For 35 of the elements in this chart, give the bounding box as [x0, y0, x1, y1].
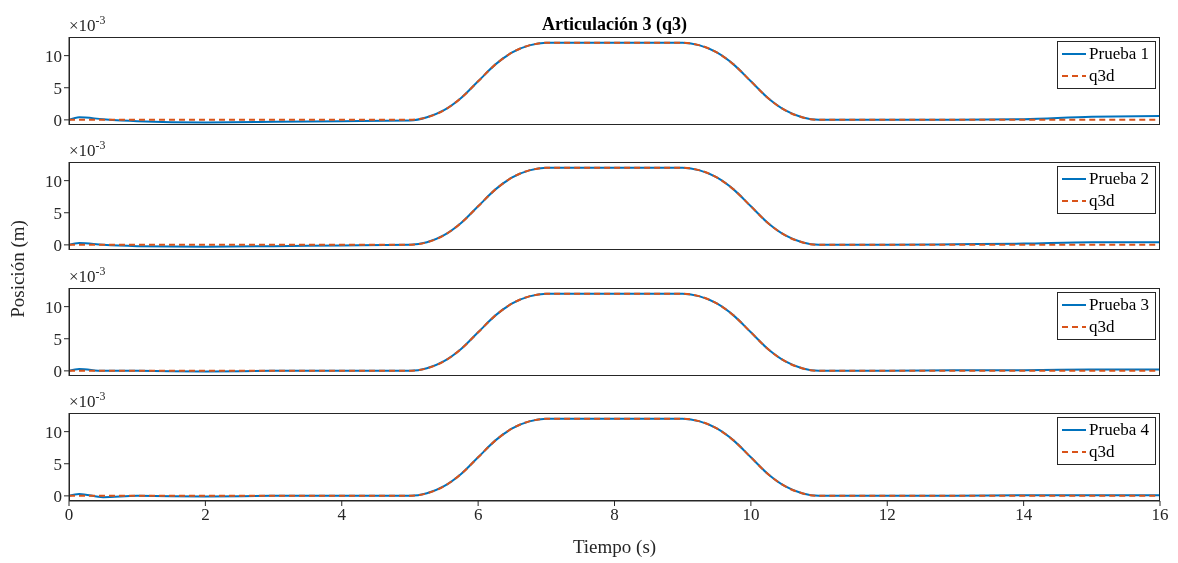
legend-label: q3d: [1089, 190, 1115, 212]
y-tick-label: 10: [45, 46, 62, 66]
text: ×10$^{-3}$: [69, 389, 106, 411]
legend-label: Prueba 4: [1089, 419, 1149, 441]
x-tick-label: 10: [742, 505, 760, 525]
legend-label: Prueba 1: [1089, 43, 1149, 65]
x-tick-label: 4: [337, 505, 347, 525]
y-tick-label: 5: [53, 329, 62, 349]
x-tick-label: 12: [878, 505, 896, 525]
y-tick-label: 10: [45, 297, 62, 317]
text: ×10$^{-3}$: [69, 13, 106, 35]
y-tick-label: 10: [45, 171, 62, 191]
text: ×10$^{-3}$: [69, 138, 106, 160]
y-tick-label: 0: [53, 361, 62, 381]
x-axis-title: Tiempo (s): [572, 536, 657, 558]
y-tick-label: 0: [53, 235, 62, 255]
legend-label: q3d: [1089, 316, 1115, 338]
x-tick-label: 2: [201, 505, 210, 525]
y-tick-label: 5: [53, 454, 62, 474]
y-tick-label: 10: [45, 422, 62, 442]
legend-label: Prueba 3: [1089, 294, 1149, 316]
x-tick-label: 14: [1015, 505, 1033, 525]
x-tick-label: 6: [473, 505, 483, 525]
legend-label: q3d: [1089, 65, 1115, 87]
x-tick-label: 8: [610, 505, 619, 525]
legend-label: Prueba 2: [1089, 168, 1149, 190]
y-tick-label: 0: [53, 110, 62, 130]
x-tick-label: 16: [1151, 505, 1169, 525]
legend-label: q3d: [1089, 441, 1115, 463]
y-tick-label: 5: [53, 78, 62, 98]
y-tick-label: 5: [53, 203, 62, 223]
text: ×10$^{-3}$: [69, 264, 106, 286]
y-axis-title: Posición (m): [7, 220, 29, 318]
y-tick-label: 0: [53, 486, 62, 506]
chart-title: Articulación 3 (q3): [542, 14, 687, 35]
